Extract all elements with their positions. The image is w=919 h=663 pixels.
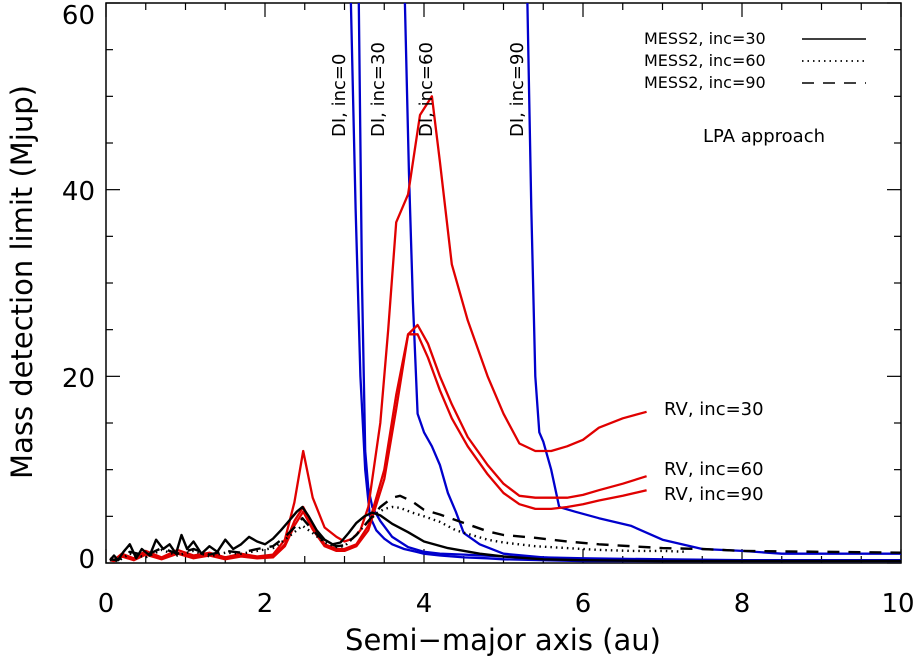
- di-label-inc30: DI, inc=30: [368, 42, 389, 137]
- rv-label-inc90: RV, inc=90: [664, 484, 764, 505]
- legend-label-mess2-inc60: MESS2, inc=60: [644, 51, 766, 70]
- x-tick-label: 2: [257, 589, 274, 619]
- x-tick-label: 6: [575, 589, 592, 619]
- y-tick-label: 60: [62, 1, 95, 31]
- di-label-inc60: DI, inc=60: [416, 42, 437, 137]
- rv-labels: RV, inc=30 RV, inc=60 RV, inc=90: [664, 399, 764, 505]
- legend-label-mess2-inc90: MESS2, inc=90: [644, 73, 766, 92]
- x-tick-label: 8: [734, 589, 751, 619]
- y-tick-label: 0: [78, 545, 95, 575]
- rv-label-inc60: RV, inc=60: [664, 459, 764, 480]
- series-mess2-inc-30: [109, 505, 901, 563]
- series-rv-inc-90: [109, 333, 647, 563]
- di-label-inc90: DI, inc=90: [507, 42, 528, 137]
- rv-label-inc30: RV, inc=30: [664, 399, 764, 420]
- legend-label-mess2-inc30: MESS2, inc=30: [644, 29, 766, 48]
- method-note: LPA approach: [703, 126, 825, 147]
- x-tick-label: 10: [881, 589, 914, 619]
- di-labels: DI, inc=0 DI, inc=30 DI, inc=60 DI, inc=…: [329, 42, 528, 137]
- y-axis-tick-labels: 0 20 40 60: [62, 1, 95, 575]
- y-axis-title: Mass detection limit (Mjup): [5, 85, 39, 479]
- series-mess2-inc-90: [109, 494, 902, 562]
- series-di-inc-90: [526, 2, 901, 555]
- x-tick-label: 4: [416, 589, 433, 619]
- x-axis-tick-labels: 0 2 4 6 8 10: [98, 589, 915, 619]
- di-label-inc0: DI, inc=0: [329, 54, 350, 137]
- data-series: [109, 2, 902, 563]
- x-axis-title: Semi−major axis (au): [345, 623, 661, 657]
- y-tick-label: 20: [62, 364, 95, 394]
- y-tick-label: 40: [62, 177, 95, 207]
- legend: MESS2, inc=30 MESS2, inc=60 MESS2, inc=9…: [644, 29, 866, 92]
- x-tick-label: 0: [98, 589, 115, 619]
